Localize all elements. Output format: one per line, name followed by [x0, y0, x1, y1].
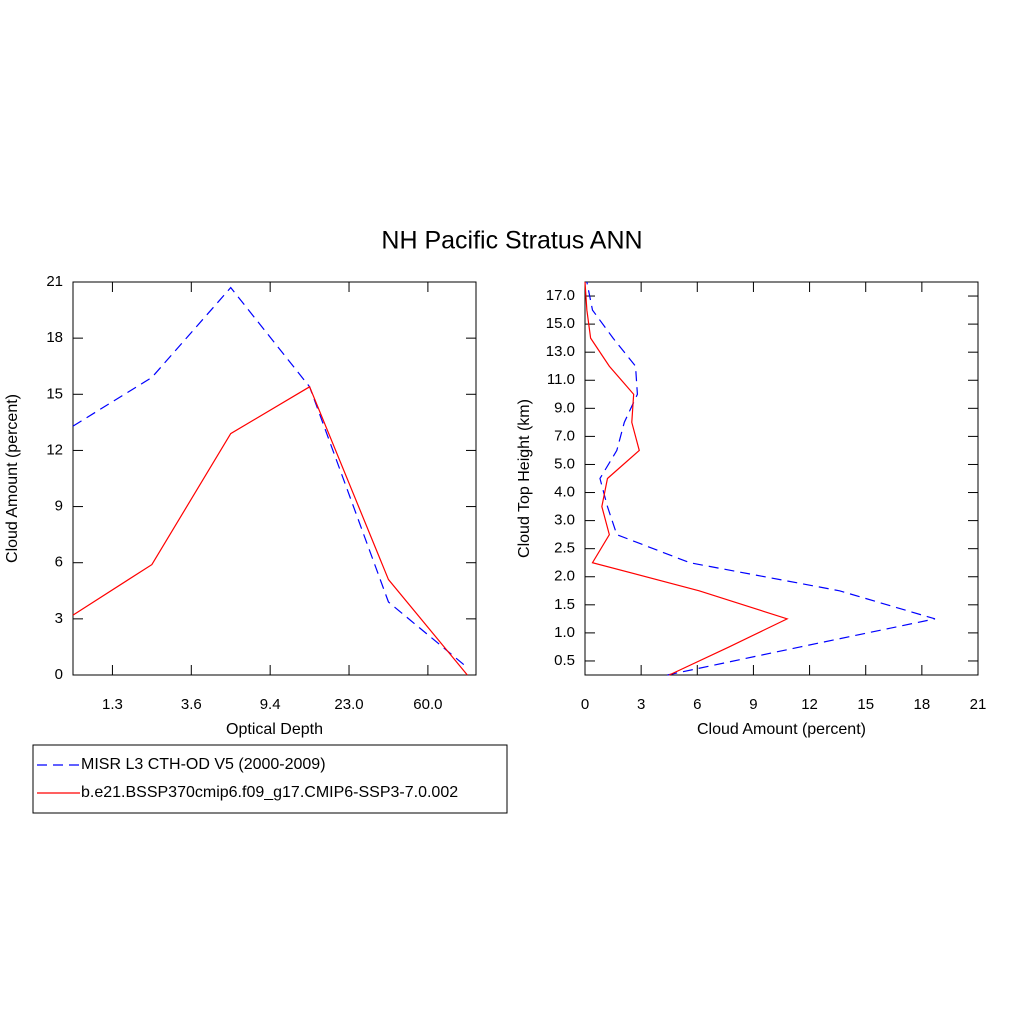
y-tick-label: 0.5 — [554, 652, 575, 669]
y-tick-label: 13.0 — [546, 343, 575, 360]
y-tick-label: 2.0 — [554, 568, 575, 585]
y-tick-label: 12 — [46, 441, 63, 458]
x-tick-label: 21 — [970, 696, 987, 713]
y-tick-label: 21 — [46, 273, 63, 290]
x-tick-label: 12 — [801, 696, 818, 713]
y-tick-label: 18 — [46, 329, 63, 346]
x-tick-label: 1.3 — [102, 696, 123, 713]
y-tick-label: 0 — [55, 666, 63, 683]
y-tick-label: 2.5 — [554, 540, 575, 557]
figure-title: NH Pacific Stratus ANN — [381, 227, 642, 255]
x-tick-label: 9 — [749, 696, 757, 713]
x-axis-label: Cloud Amount (percent) — [697, 721, 866, 738]
x-tick-label: 0 — [581, 696, 589, 713]
x-tick-label: 23.0 — [334, 696, 363, 713]
y-tick-label: 3.0 — [554, 512, 575, 529]
x-tick-label: 15 — [857, 696, 874, 713]
y-tick-label: 9 — [55, 498, 63, 515]
y-tick-label: 4.0 — [554, 484, 575, 501]
series-line — [584, 281, 789, 676]
y-axis-label: Cloud Top Height (km) — [516, 399, 533, 558]
series-line — [72, 385, 468, 676]
series-line — [586, 281, 936, 676]
plot-frame — [584, 281, 979, 676]
y-tick-label: 3 — [55, 610, 63, 627]
series-line — [72, 286, 468, 668]
x-tick-label: 3 — [637, 696, 645, 713]
x-tick-label: 60.0 — [413, 696, 442, 713]
x-tick-label: 18 — [914, 696, 931, 713]
legend-label: b.e21.BSSP370cmip6.f09_g17.CMIP6-SSP3-7.… — [81, 784, 458, 801]
y-tick-label: 1.0 — [554, 624, 575, 641]
legend-box — [32, 744, 508, 814]
y-tick-label: 7.0 — [554, 427, 575, 444]
x-tick-label: 6 — [693, 696, 701, 713]
y-tick-label: 17.0 — [546, 287, 575, 304]
y-tick-label: 15 — [46, 385, 63, 402]
legend-label: MISR L3 CTH-OD V5 (2000-2009) — [81, 756, 326, 773]
x-tick-label: 3.6 — [181, 696, 202, 713]
x-tick-label: 9.4 — [260, 696, 281, 713]
y-tick-label: 15.0 — [546, 315, 575, 332]
y-tick-label: 1.5 — [554, 596, 575, 613]
y-tick-label: 5.0 — [554, 455, 575, 472]
y-tick-label: 6 — [55, 554, 63, 571]
plot-frame — [72, 281, 477, 676]
y-axis-label: Cloud Amount (percent) — [4, 394, 21, 563]
x-axis-label: Optical Depth — [226, 721, 323, 738]
y-tick-label: 9.0 — [554, 399, 575, 416]
y-tick-label: 11.0 — [547, 371, 575, 388]
